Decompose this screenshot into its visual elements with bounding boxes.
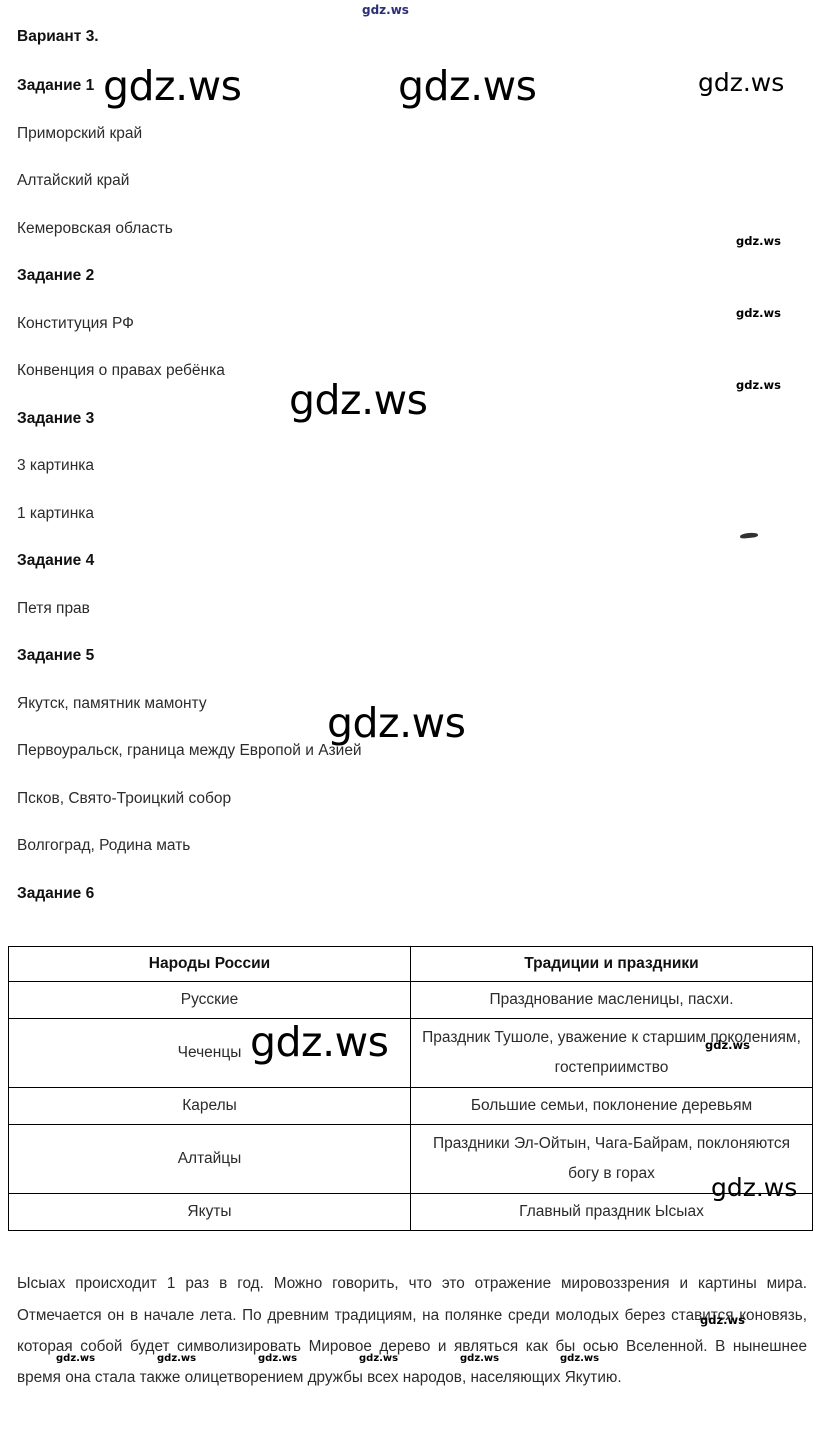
peoples-traditions-table: Народы России Традиции и праздники Русск… — [8, 946, 813, 1231]
table-row: Якуты Главный праздник Ысыах — [8, 1193, 813, 1231]
task-3-answer-1: 3 картинка — [17, 457, 95, 474]
task-5-answer-4: Волгоград, Родина мать — [17, 837, 191, 854]
cell-tradition: Праздник Тушоле, уважение к старшим поко… — [410, 1018, 813, 1088]
cell-tradition: Большие семьи, поклонение деревьям — [410, 1087, 813, 1125]
table-row: Чеченцы Праздник Тушоле, уважение к стар… — [8, 1018, 813, 1088]
cell-people: Якуты — [8, 1193, 411, 1231]
task-heading-1: Задание 1 — [17, 77, 95, 94]
scan-artifact-smudge — [739, 532, 759, 539]
watermark-gdz: gdz.ws — [736, 378, 781, 392]
task-2-answer-2: Конвенция о правах ребёнка — [17, 362, 225, 379]
task-1-answer-1: Приморский край — [17, 124, 143, 142]
table-header-traditions: Традиции и праздники — [410, 946, 813, 982]
watermark-gdz: gdz.ws — [736, 234, 781, 248]
cell-people: Алтайцы — [8, 1124, 411, 1194]
table-row: Карелы Большие семьи, поклонение деревья… — [8, 1087, 813, 1125]
task-5-answer-2: Первоуральск, граница между Европой и Аз… — [17, 742, 362, 759]
table-header-peoples: Народы России — [8, 946, 411, 982]
cell-people: Карелы — [8, 1087, 411, 1125]
answers-column: Вариант 3. Задание 1 Приморский край Алт… — [17, 28, 717, 901]
cell-people: Чеченцы — [8, 1018, 411, 1088]
task-5-answer-1: Якутск, памятник мамонту — [17, 694, 207, 712]
variant-title: Вариант 3. — [17, 28, 99, 45]
task-heading-3: Задание 3 — [17, 409, 95, 427]
table-header-row: Народы России Традиции и праздники — [8, 946, 813, 982]
cell-people: Русские — [8, 981, 411, 1019]
watermark-gdz: gdz.ws — [736, 306, 781, 320]
task-1-answer-3: Кемеровская область — [17, 219, 173, 237]
task-3-answer-2: 1 картинка — [17, 504, 95, 522]
table-row: Алтайцы Праздники Эл-Ойтын, Чага-Байрам,… — [8, 1124, 813, 1194]
task-2-answer-1: Конституция РФ — [17, 314, 134, 332]
task-1-answer-2: Алтайский край — [17, 172, 130, 189]
task-heading-5: Задание 5 — [17, 647, 95, 664]
task-5-answer-3: Псков, Свято-Троицкий собор — [17, 789, 232, 807]
task-heading-2: Задание 2 — [17, 267, 95, 284]
cell-tradition: Праздники Эл-Ойтын, Чага-Байрам, поклоня… — [410, 1124, 813, 1194]
closing-paragraph: Ысыах происходит 1 раз в год. Можно гово… — [17, 1275, 807, 1387]
task-heading-4: Задание 4 — [17, 552, 95, 569]
task-4-answer-1: Петя прав — [17, 599, 90, 617]
watermark-gdz: gdz.ws — [362, 3, 409, 17]
cell-tradition: Празднование масленицы, пасхи. — [410, 981, 813, 1019]
table-row: Русские Празднование масленицы, пасхи. — [8, 981, 813, 1019]
cell-tradition: Главный праздник Ысыах — [410, 1193, 813, 1231]
task-heading-6: Задание 6 — [17, 884, 95, 902]
